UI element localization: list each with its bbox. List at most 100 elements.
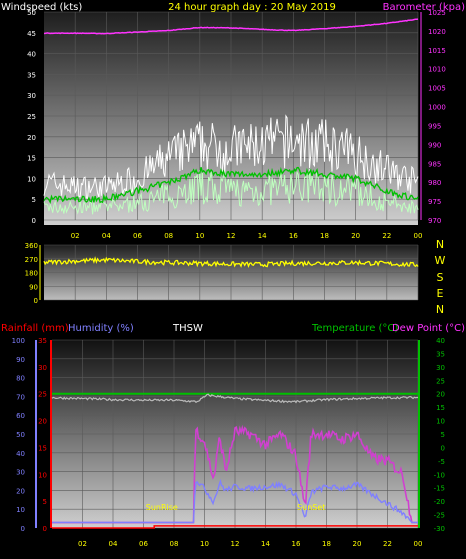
temperature-tick-label: 35 bbox=[436, 350, 445, 358]
thsw-label: THSW bbox=[172, 323, 203, 334]
direction-tick-label: 0 bbox=[34, 297, 38, 305]
direction-tick-label: 180 bbox=[25, 270, 38, 278]
temperature-tick-label: 30 bbox=[436, 364, 445, 372]
temp-x-tick-label: 08 bbox=[170, 540, 179, 548]
wind-mean-line bbox=[43, 166, 419, 205]
barometer-tick-label: 1020 bbox=[428, 28, 446, 36]
barometer-tick-label: 1005 bbox=[428, 85, 446, 93]
barometer-tick-label: 975 bbox=[428, 198, 441, 206]
temp-x-tick-label: 12 bbox=[231, 540, 240, 548]
wind-tick-label: 10 bbox=[27, 175, 36, 183]
sun-annotation: SunRise bbox=[146, 503, 178, 512]
wind-x-tick-label: 20 bbox=[351, 232, 360, 240]
direction-tick-label: 270 bbox=[25, 256, 38, 264]
wind-x-tick-label: 02 bbox=[71, 232, 80, 240]
wind-x-tick-label: 10 bbox=[195, 232, 204, 240]
wind-tick-label: 0 bbox=[32, 217, 36, 225]
rain-tick-label: 35 bbox=[38, 337, 47, 345]
humidity-axis-label: Humidity (%) bbox=[68, 323, 134, 334]
rainfall-axis-bar bbox=[50, 340, 52, 528]
direction-tick-label: 360 bbox=[25, 242, 38, 250]
barometer-tick-label: 970 bbox=[428, 217, 441, 225]
wind-x-tick-label: 14 bbox=[258, 232, 267, 240]
temperature-tick-label: -15 bbox=[434, 485, 445, 493]
humidity-tick-label: 80 bbox=[16, 375, 25, 383]
wind-tick-label: 25 bbox=[27, 113, 36, 121]
barometer-axis-label: Barometer (kpa) bbox=[383, 2, 465, 13]
rain-tick-label: 5 bbox=[43, 498, 47, 506]
barometer-tick-label: 1000 bbox=[428, 104, 446, 112]
temperature-tick-label: 40 bbox=[436, 337, 445, 345]
compass-label: N bbox=[436, 303, 444, 316]
barometer-tick-label: 990 bbox=[428, 141, 441, 149]
barometer-tick-label: 1010 bbox=[428, 66, 446, 74]
temp-x-tick-label: 02 bbox=[78, 540, 87, 548]
wind-x-tick-label: 16 bbox=[289, 232, 298, 240]
rainfall-axis-label: Rainfall (mm) bbox=[1, 323, 69, 334]
direction-tick-label: 90 bbox=[29, 283, 38, 291]
compass-label: S bbox=[437, 271, 444, 284]
rain-tick-label: 20 bbox=[38, 418, 47, 426]
wind-tick-label: 15 bbox=[27, 155, 36, 163]
wind-tick-label: 35 bbox=[27, 71, 36, 79]
temperature-axis-bar bbox=[418, 340, 420, 528]
dewpoint-line bbox=[51, 393, 418, 404]
temperature-tick-label: 0 bbox=[441, 444, 445, 452]
temperature-tick-label: -5 bbox=[438, 458, 445, 466]
temp-x-tick-label: 06 bbox=[139, 540, 148, 548]
rain-tick-label: 10 bbox=[38, 471, 47, 479]
humidity-tick-label: 100 bbox=[12, 337, 25, 345]
temperature-tick-label: -10 bbox=[434, 471, 445, 479]
wind-avg-line bbox=[43, 168, 419, 215]
wind-tick-label: 30 bbox=[27, 92, 36, 100]
dewpoint-axis-label: Dew Point (°C) bbox=[392, 323, 465, 334]
temp-x-tick-label: 18 bbox=[322, 540, 331, 548]
compass-label: E bbox=[437, 287, 444, 300]
rain-tick-label: 25 bbox=[38, 391, 47, 399]
compass-label: W bbox=[435, 254, 446, 267]
barometer-tick-label: 1025 bbox=[428, 9, 446, 17]
wind-x-tick-label: 04 bbox=[102, 232, 111, 240]
temp-x-tick-label: 16 bbox=[292, 540, 301, 548]
temp-x-tick-label: 14 bbox=[261, 540, 270, 548]
temp-x-tick-label: 00 bbox=[414, 540, 423, 548]
barometer-line bbox=[43, 18, 419, 35]
rain-tick-label: 30 bbox=[38, 364, 47, 372]
temperature-tick-label: -25 bbox=[434, 512, 445, 520]
wind-x-tick-label: 12 bbox=[227, 232, 236, 240]
rain-tick-label: 15 bbox=[38, 444, 47, 452]
wind-tick-label: 40 bbox=[27, 51, 36, 59]
compass-label: N bbox=[436, 238, 444, 251]
temperature-axis-label: Temperature (°C) bbox=[311, 323, 398, 334]
temperature-tick-label: 5 bbox=[441, 431, 445, 439]
barometer-tick-label: 980 bbox=[428, 179, 441, 187]
temp-x-tick-label: 04 bbox=[109, 540, 118, 548]
humidity-tick-label: 60 bbox=[16, 412, 25, 420]
humidity-axis-bar bbox=[35, 340, 37, 528]
wind-direction-line bbox=[43, 256, 419, 269]
wind-tick-label: 45 bbox=[27, 30, 36, 38]
humidity-tick-label: 90 bbox=[16, 356, 25, 364]
humidity-tick-label: 10 bbox=[16, 506, 25, 514]
humidity-tick-label: 70 bbox=[16, 393, 25, 401]
wind-tick-label: 20 bbox=[27, 134, 36, 142]
humidity-tick-label: 50 bbox=[16, 431, 25, 439]
temperature-tick-label: 20 bbox=[436, 391, 445, 399]
temperature-tick-label: 15 bbox=[436, 404, 445, 412]
wind-x-tick-label: 22 bbox=[382, 232, 391, 240]
rain-tick-label: 0 bbox=[43, 525, 47, 533]
wind-tick-label: 50 bbox=[27, 9, 36, 17]
wind-x-tick-label: 00 bbox=[414, 232, 423, 240]
wind-x-tick-label: 18 bbox=[320, 232, 329, 240]
temperature-tick-label: 10 bbox=[436, 418, 445, 426]
sun-annotation: SunSet bbox=[297, 503, 325, 512]
temperature-tick-label: -20 bbox=[434, 498, 445, 506]
temperature-tick-label: 25 bbox=[436, 377, 445, 385]
chart-title: 24 hour graph day : 20 May 2019 bbox=[168, 2, 336, 13]
temperature-tick-label: -30 bbox=[434, 525, 445, 533]
wind-axis-label: Windspeed (kts) bbox=[1, 2, 82, 13]
barometer-tick-label: 1015 bbox=[428, 47, 446, 55]
humidity-tick-label: 30 bbox=[16, 469, 25, 477]
